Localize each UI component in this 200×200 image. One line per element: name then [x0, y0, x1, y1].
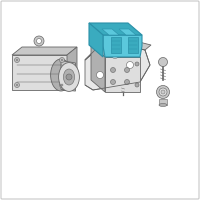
Circle shape	[158, 58, 168, 66]
Polygon shape	[89, 23, 142, 35]
Circle shape	[135, 62, 139, 66]
Circle shape	[16, 84, 18, 86]
Circle shape	[127, 62, 134, 68]
Circle shape	[34, 36, 44, 46]
Circle shape	[36, 38, 42, 44]
Circle shape	[66, 74, 72, 80]
Ellipse shape	[59, 63, 79, 91]
Polygon shape	[105, 57, 140, 92]
Polygon shape	[91, 45, 105, 92]
Polygon shape	[128, 37, 138, 53]
Circle shape	[60, 82, 64, 88]
Circle shape	[159, 88, 167, 96]
Polygon shape	[67, 47, 77, 90]
Circle shape	[16, 59, 18, 61]
Circle shape	[110, 68, 116, 72]
Polygon shape	[85, 45, 150, 90]
Polygon shape	[159, 98, 167, 105]
Circle shape	[156, 86, 170, 98]
Circle shape	[61, 59, 63, 61]
Ellipse shape	[51, 59, 71, 91]
Circle shape	[60, 58, 64, 62]
Circle shape	[120, 80, 126, 86]
Circle shape	[94, 69, 106, 81]
Circle shape	[14, 58, 20, 62]
Polygon shape	[119, 29, 136, 35]
Ellipse shape	[63, 69, 75, 85]
Circle shape	[124, 68, 130, 72]
Polygon shape	[111, 37, 121, 53]
Circle shape	[124, 79, 130, 84]
Polygon shape	[61, 61, 75, 91]
Circle shape	[135, 83, 139, 87]
Polygon shape	[12, 47, 77, 55]
Circle shape	[109, 49, 121, 61]
Polygon shape	[102, 29, 119, 35]
Polygon shape	[12, 55, 67, 90]
Ellipse shape	[159, 104, 167, 106]
Circle shape	[124, 59, 136, 71]
Circle shape	[96, 72, 104, 78]
Polygon shape	[85, 40, 151, 60]
Circle shape	[14, 82, 20, 88]
Polygon shape	[91, 45, 140, 57]
Circle shape	[61, 84, 63, 86]
Polygon shape	[103, 35, 142, 57]
Circle shape	[161, 90, 165, 94]
Circle shape	[110, 79, 116, 84]
Polygon shape	[89, 23, 103, 57]
Circle shape	[112, 51, 118, 58]
